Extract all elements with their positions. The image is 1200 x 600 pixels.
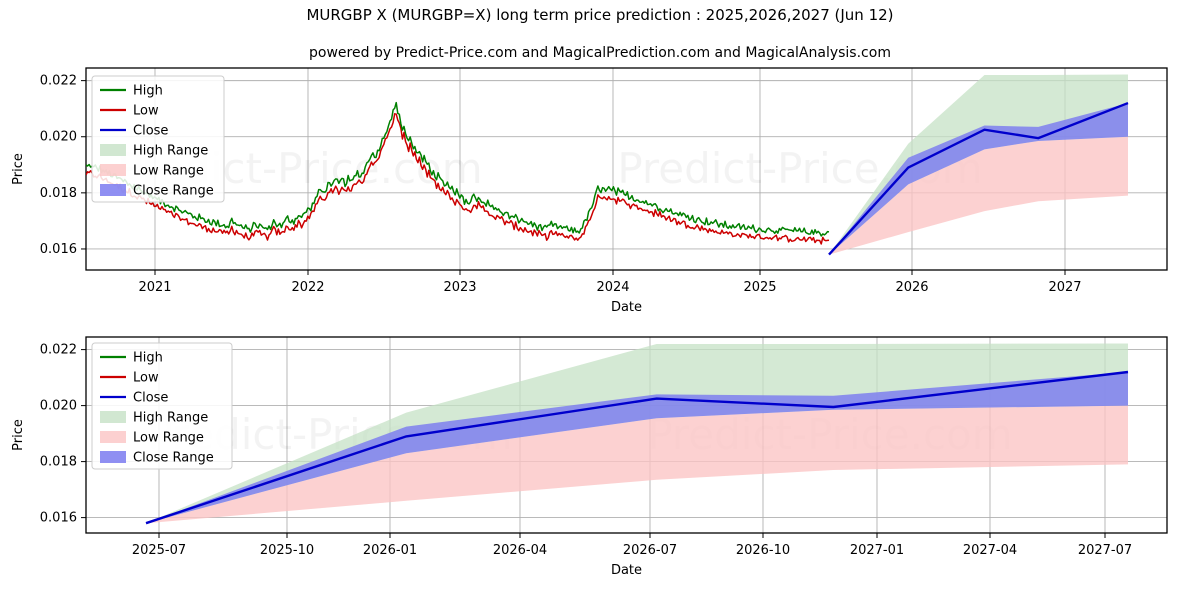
legend-item[interactable]: High <box>100 351 163 366</box>
page-subtitle: powered by Predict-Price.com and Magical… <box>309 45 891 61</box>
y-tick-label: 0.018 <box>40 186 77 201</box>
history-group <box>86 101 830 245</box>
x-tick-label: 2027-01 <box>850 543 904 558</box>
y-tick-label: 0.022 <box>40 343 77 358</box>
high-range-band <box>146 343 1128 524</box>
axes-panel-1: 0.016 0.018 0.020 0.022 2021 2022 2023 2024 2025… <box>11 67 1168 315</box>
legend-item[interactable]: Close <box>100 391 168 406</box>
legend-item[interactable]: Low Range <box>100 164 204 179</box>
legend-band-swatch <box>100 144 126 156</box>
x-tick-label: 2022 <box>291 280 324 295</box>
x-tick-label: 2026-04 <box>493 543 547 558</box>
x-tick-label: 2025-10 <box>260 543 314 558</box>
series-layer <box>86 74 1129 256</box>
legend-item[interactable]: Low <box>100 104 159 119</box>
legend-band-swatch <box>100 431 126 443</box>
low-range-band <box>829 136 1128 255</box>
x-tick-label: 2023 <box>443 280 476 295</box>
legend-item[interactable]: High <box>100 84 163 99</box>
plot-frame <box>85 67 1168 271</box>
legend-band-swatch <box>100 184 126 196</box>
legend-item[interactable]: High Range <box>100 411 208 426</box>
y-tick-label: 0.016 <box>40 511 77 526</box>
x-tick-label: 2026-10 <box>736 543 790 558</box>
y-tick-label: 0.020 <box>40 399 77 414</box>
legend-item[interactable]: High Range <box>100 144 208 159</box>
x-tick-label: 2025 <box>743 280 776 295</box>
legend-item[interactable]: Low Range <box>100 431 204 446</box>
series-layer <box>145 343 1129 525</box>
y-axis-label: Price <box>11 153 26 185</box>
panel-1: 0.016 0.018 0.020 0.022 2021 2022 2023 2024 2025… <box>11 67 1168 315</box>
low-range-band <box>146 405 1128 524</box>
legend-band-swatch <box>100 451 126 463</box>
x-axis-label: Date <box>611 300 642 315</box>
x-tick-label: 2026-07 <box>623 543 677 558</box>
legend-band-swatch <box>100 164 126 176</box>
x-tick-label: 2027-07 <box>1078 543 1132 558</box>
legend-item-label: High <box>133 351 163 366</box>
legend-item-label: Close Range <box>133 184 214 199</box>
panel-2: 0.016 0.018 0.020 0.022 2025-07 2025-10 2026-0… <box>11 336 1168 578</box>
x-tick-label: 2026-01 <box>363 543 417 558</box>
x-tick-label: 2021 <box>138 280 171 295</box>
legend-item[interactable]: Close <box>100 124 168 139</box>
high-range-band <box>829 74 1128 255</box>
x-tick-label: 2027 <box>1048 280 1081 295</box>
y-tick-label: 0.016 <box>40 242 77 257</box>
low-line <box>86 113 830 245</box>
legend-item[interactable]: Close Range <box>100 184 214 199</box>
legend-item-label: Low Range <box>133 431 204 446</box>
legend-item-label: Close <box>133 124 168 139</box>
legend-item-label: Low <box>133 371 159 386</box>
plot-frame <box>85 336 1168 534</box>
page-title: MURGBP X (MURGBP=X) long term price pred… <box>306 6 894 24</box>
legend-item-label: High Range <box>133 144 208 159</box>
forecast-group <box>828 74 1129 256</box>
legend-item-label: Close Range <box>133 451 214 466</box>
legend-item-label: Low Range <box>133 164 204 179</box>
legend-box <box>91 342 233 470</box>
y-tick-label: 0.018 <box>40 455 77 470</box>
legend[interactable]: High Low Close High Range Low Range Close Ran… <box>91 75 225 203</box>
legend-item[interactable]: Close Range <box>100 451 214 466</box>
legend-item[interactable]: Low <box>100 371 159 386</box>
x-tick-label: 2024 <box>596 280 629 295</box>
legend-band-swatch <box>100 411 126 423</box>
legend-item-label: High <box>133 84 163 99</box>
legend-item-label: High Range <box>133 411 208 426</box>
close-line <box>145 370 1129 525</box>
x-tick-label: 2026 <box>895 280 928 295</box>
y-axis-label: Price <box>11 419 26 451</box>
y-tick-label: 0.020 <box>40 130 77 145</box>
x-tick-label: 2027-04 <box>963 543 1017 558</box>
y-tick-label: 0.022 <box>40 74 77 89</box>
watermark: Predict-Price.comPredict-Price.com <box>117 144 982 193</box>
high-line <box>86 101 830 237</box>
legend-item-label: Low <box>133 104 159 119</box>
legend-item-label: Close <box>133 391 168 406</box>
x-axis-label: Date <box>611 563 642 578</box>
x-tick-label: 2025-07 <box>132 543 186 558</box>
forecast-group <box>145 343 1129 525</box>
legend[interactable]: High Low Close High Range Low Range Close Ran… <box>91 342 233 470</box>
close-line <box>828 101 1129 256</box>
